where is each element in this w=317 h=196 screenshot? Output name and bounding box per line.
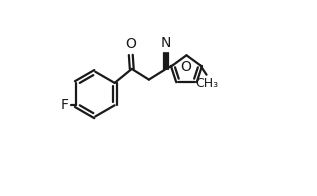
Text: F: F: [61, 98, 68, 112]
Text: O: O: [180, 60, 191, 74]
Text: N: N: [161, 36, 171, 50]
Text: O: O: [125, 37, 136, 51]
Text: CH₃: CH₃: [196, 77, 219, 90]
